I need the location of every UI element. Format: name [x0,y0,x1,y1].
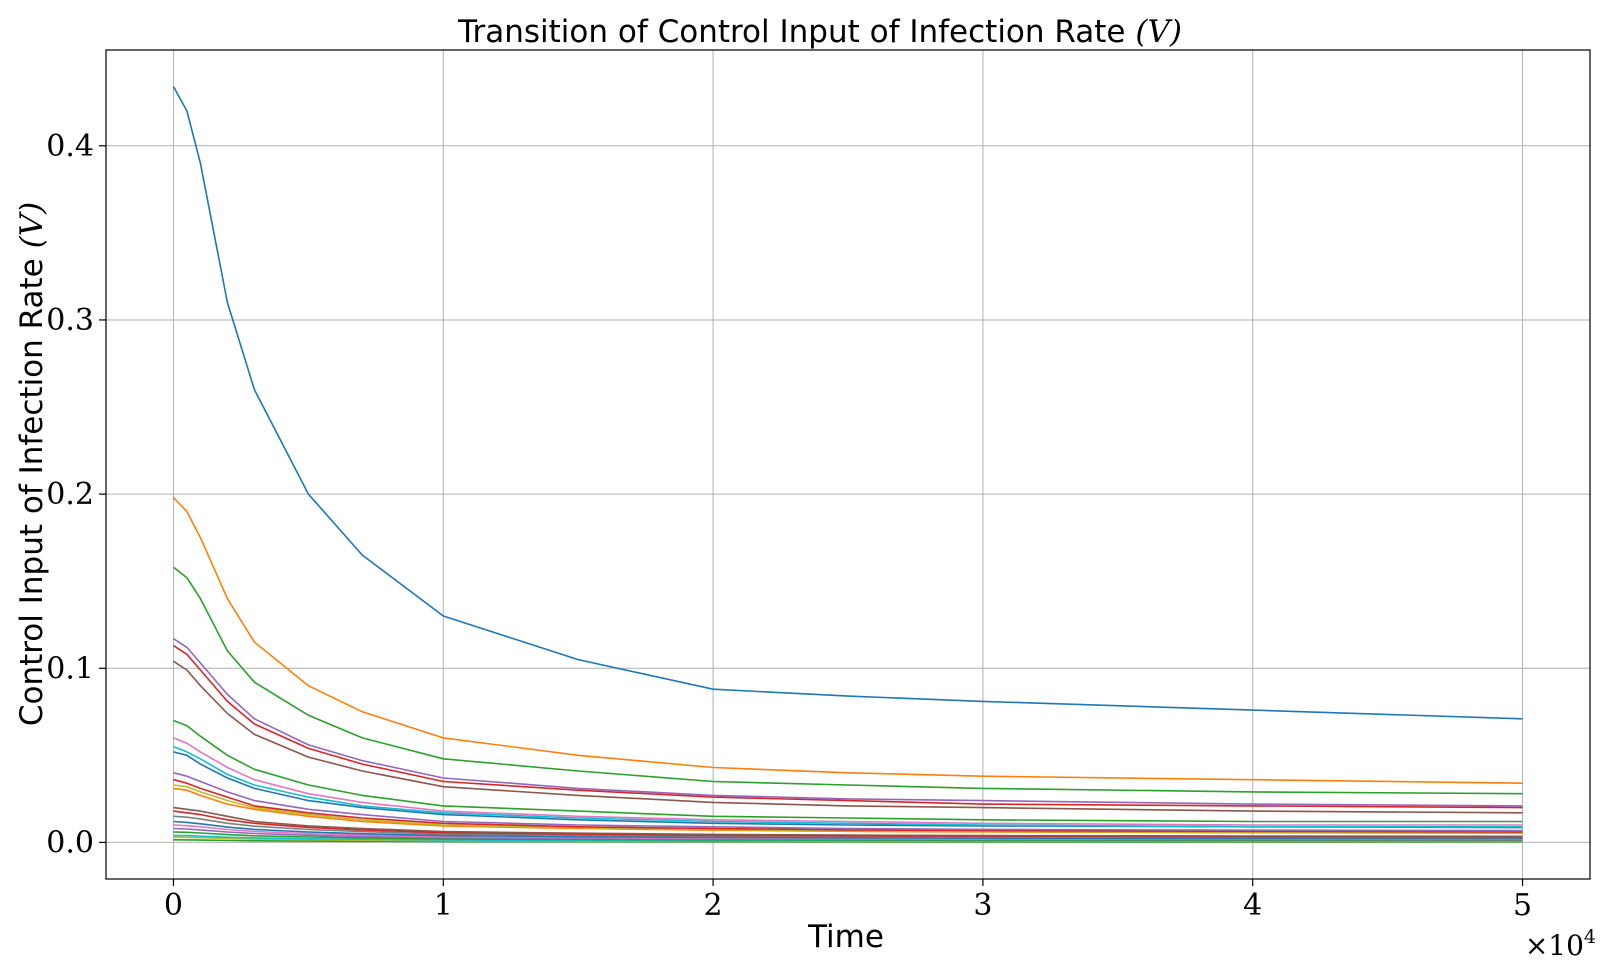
x-tick-label: 0 [164,888,183,923]
y-tick-label: 0.0 [46,825,94,860]
x-axis-ticks: 0 1 2 3 4 5 [164,879,1532,923]
x-tick-label: 4 [1243,888,1262,923]
series-line-11 [173,778,1523,833]
x-tick-label: 2 [704,888,723,923]
series-line-17 [173,820,1523,840]
plot-frame [105,49,1591,880]
series-lines [172,86,1523,843]
series-line-9 [173,751,1523,829]
series-line-10 [173,772,1523,832]
y-axis-label: Control Input of Infection Rate (V) [14,202,50,726]
y-tick-label: 0.1 [46,651,94,686]
x-axis-multiplier: ×104 [1525,926,1596,962]
series-line-12 [173,784,1523,834]
x-tick-label: 5 [1513,888,1532,923]
series-line-5 [173,660,1523,814]
series-line-3 [173,638,1523,807]
x-axis-label: Time [807,919,884,955]
series-line-0 [172,86,1523,720]
series-line-14 [173,806,1523,838]
y-tick-label: 0.2 [46,477,94,512]
series-line-4 [173,644,1523,809]
x-tick-label: 1 [434,888,453,923]
y-axis-ticks: 0.0 0.1 0.2 0.3 0.4 [46,129,106,860]
y-tick-label: 0.4 [46,129,94,164]
series-line-8 [173,745,1523,828]
chart-title: Transition of Control Input of Infection… [457,14,1182,50]
x-tick-label: 3 [973,888,992,923]
series-line-2 [173,566,1523,795]
series-line-16 [173,815,1523,839]
y-tick-label: 0.3 [46,303,94,338]
series-line-6 [173,719,1523,823]
series-line-7 [173,737,1523,826]
series-line-1 [172,497,1523,784]
